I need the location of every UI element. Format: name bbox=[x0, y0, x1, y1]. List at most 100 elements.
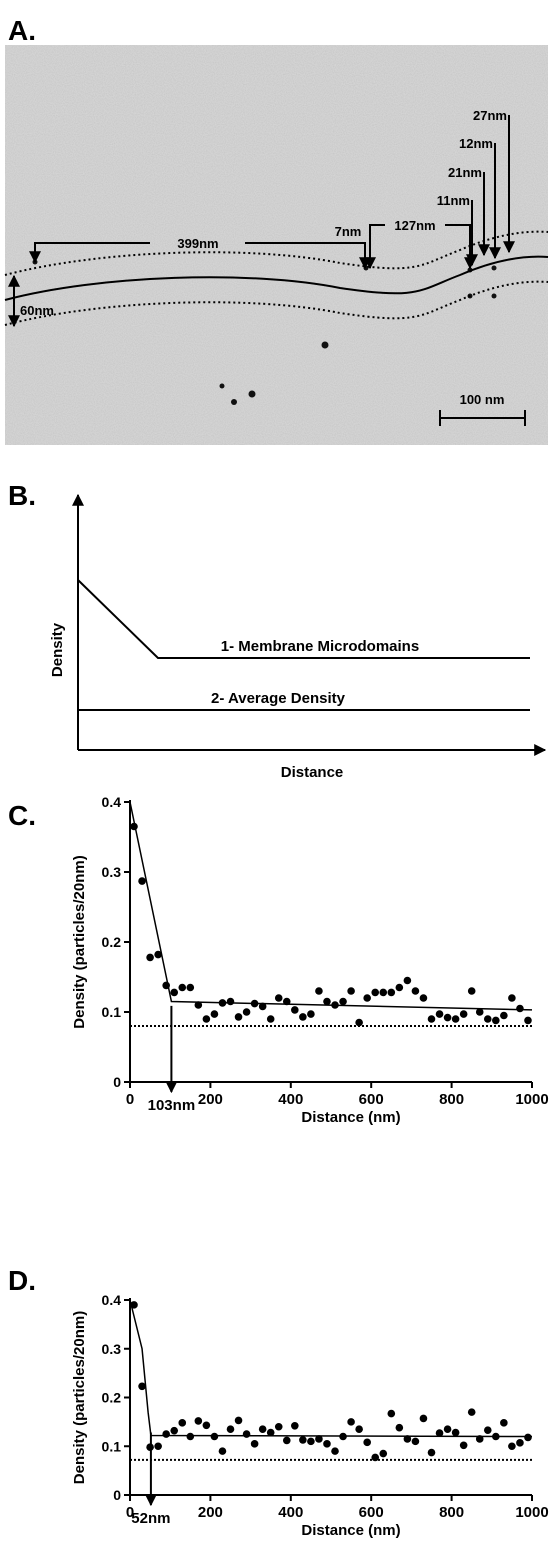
point bbox=[323, 1440, 331, 1448]
point bbox=[492, 1432, 500, 1441]
x-tick-label: 200 bbox=[198, 1091, 223, 1108]
point bbox=[435, 1429, 444, 1437]
point bbox=[154, 1442, 162, 1451]
point bbox=[218, 1447, 227, 1455]
annotation: 11nm bbox=[437, 193, 470, 208]
point bbox=[387, 1409, 396, 1418]
point bbox=[363, 994, 371, 1002]
point bbox=[387, 988, 396, 997]
point bbox=[170, 1426, 179, 1435]
point bbox=[371, 1453, 380, 1462]
point bbox=[178, 983, 187, 992]
point bbox=[274, 994, 283, 1002]
x-tick-label: 1000 bbox=[515, 1091, 548, 1108]
line-label: 1- Membrane Microdomains bbox=[221, 638, 419, 655]
y-tick-label: 0.2 bbox=[102, 1390, 122, 1406]
point bbox=[323, 997, 331, 1006]
point bbox=[282, 997, 291, 1006]
point bbox=[178, 1419, 187, 1427]
point bbox=[524, 1016, 532, 1025]
point bbox=[274, 1422, 283, 1431]
axis-label: Density bbox=[49, 622, 66, 677]
point bbox=[483, 1015, 492, 1023]
point bbox=[363, 1438, 371, 1447]
point bbox=[130, 822, 138, 831]
point bbox=[162, 981, 170, 990]
point bbox=[475, 1435, 484, 1443]
panel-label: D. bbox=[8, 1265, 36, 1296]
point bbox=[250, 999, 259, 1008]
breakpoint-label: 52nm bbox=[131, 1510, 170, 1527]
point bbox=[138, 877, 146, 885]
point bbox=[226, 1425, 235, 1433]
point bbox=[210, 1010, 219, 1018]
point bbox=[266, 1428, 275, 1437]
point bbox=[508, 994, 516, 1002]
point bbox=[411, 1437, 420, 1446]
point bbox=[146, 953, 154, 962]
point bbox=[475, 1008, 484, 1016]
breakpoint-label: 103nm bbox=[148, 1097, 196, 1114]
point bbox=[154, 950, 162, 959]
panel-label: B. bbox=[8, 480, 36, 511]
point bbox=[202, 1015, 211, 1023]
point bbox=[218, 999, 227, 1007]
fit-line bbox=[129, 1299, 533, 1438]
y-axis-label: Density (particles/20nm) bbox=[71, 855, 88, 1028]
x-tick-label: 0 bbox=[126, 1091, 134, 1108]
point bbox=[403, 1435, 412, 1443]
x-axis-label: Distance (nm) bbox=[301, 1109, 400, 1126]
point bbox=[347, 1418, 355, 1426]
point bbox=[194, 1001, 203, 1009]
point bbox=[266, 1015, 275, 1023]
annotation: 27nm bbox=[473, 108, 507, 123]
panel-label: C. bbox=[8, 800, 36, 831]
axis-label: Distance bbox=[281, 764, 344, 781]
point bbox=[459, 1441, 468, 1450]
x-tick-label: 200 bbox=[198, 1504, 223, 1521]
point bbox=[371, 988, 380, 997]
point bbox=[459, 1010, 468, 1018]
point bbox=[500, 1419, 508, 1427]
x-tick-label: 600 bbox=[359, 1091, 384, 1108]
point bbox=[234, 1416, 243, 1425]
annotation: 7nm bbox=[335, 224, 362, 239]
x-tick-label: 1000 bbox=[515, 1504, 548, 1521]
point bbox=[516, 1004, 524, 1013]
y-tick-label: 0.2 bbox=[102, 934, 122, 950]
point bbox=[130, 1301, 138, 1309]
point bbox=[379, 988, 388, 997]
x-tick-label: 400 bbox=[278, 1091, 303, 1108]
point bbox=[138, 1382, 146, 1391]
point bbox=[355, 1425, 363, 1433]
point bbox=[427, 1448, 436, 1457]
point bbox=[379, 1449, 388, 1458]
x-tick-label: 0 bbox=[126, 1504, 134, 1521]
point bbox=[299, 1436, 307, 1444]
y-tick-label: 0.1 bbox=[102, 1004, 122, 1020]
annotation: 60nm bbox=[20, 303, 54, 318]
y-tick-label: 0.1 bbox=[102, 1438, 122, 1454]
x-tick-label: 800 bbox=[439, 1504, 464, 1521]
point bbox=[411, 987, 420, 995]
point bbox=[258, 1425, 267, 1433]
point bbox=[299, 1013, 307, 1021]
point bbox=[467, 987, 476, 995]
y-tick-label: 0.4 bbox=[102, 794, 122, 810]
point bbox=[403, 976, 412, 985]
point bbox=[419, 1414, 428, 1423]
point bbox=[234, 1013, 243, 1021]
point bbox=[170, 988, 179, 997]
point bbox=[315, 987, 323, 995]
point bbox=[194, 1417, 203, 1425]
fit-line bbox=[129, 801, 533, 1011]
point bbox=[524, 1433, 532, 1442]
annotation: 12nm bbox=[459, 136, 493, 151]
point bbox=[419, 994, 428, 1002]
x-axis-label: Distance (nm) bbox=[301, 1522, 400, 1539]
annotation: 399nm bbox=[177, 236, 218, 251]
point bbox=[186, 983, 195, 992]
point bbox=[250, 1440, 259, 1448]
x-tick-label: 800 bbox=[439, 1091, 464, 1108]
